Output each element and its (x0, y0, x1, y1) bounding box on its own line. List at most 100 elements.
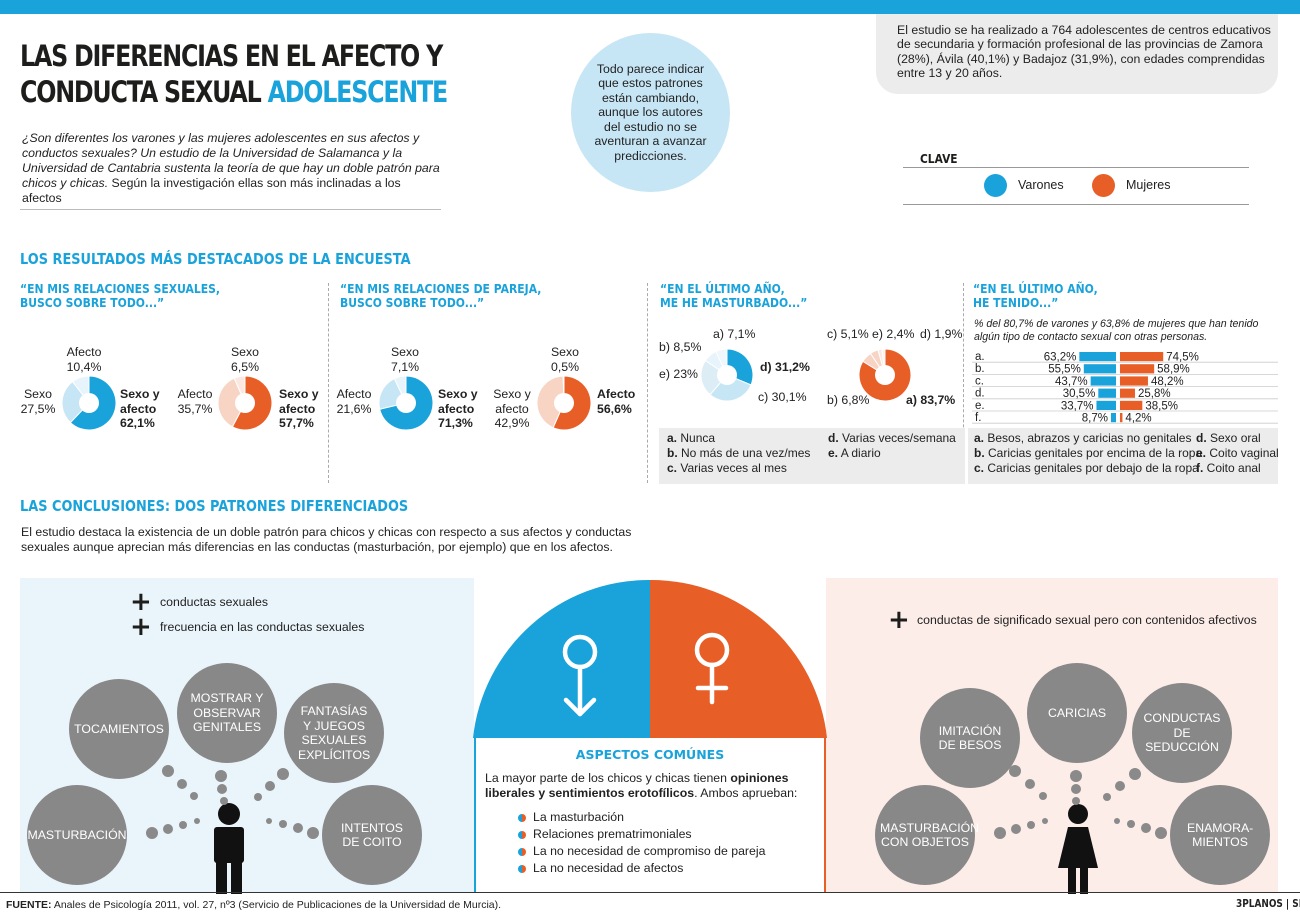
key-female-dot (1092, 174, 1115, 197)
female-circle-enamoramientos: ENAMORA- MIENTOS (1170, 785, 1270, 885)
bullet-dot-icon (518, 847, 526, 856)
male-plus2-text: frecuencia en las conductas sexuales (160, 620, 365, 634)
pie-charts (61, 348, 912, 430)
plus-icon: + (130, 587, 152, 617)
connector-dot (277, 768, 289, 780)
divider-3 (963, 283, 964, 483)
connector-dot (1009, 765, 1021, 777)
connector-dot (1155, 827, 1167, 839)
p3-sexo-label: Sexo 7,1% (390, 345, 420, 374)
contact-legend-box (968, 428, 1278, 484)
pie-hole (79, 393, 99, 413)
key-divider-bottom (903, 204, 1249, 205)
female-circle-objetos: MASTURBACIÓN CON OBJETOS (875, 785, 979, 885)
connector-dot (293, 823, 303, 833)
common-aspects-box (474, 738, 826, 892)
connector-dot (1114, 818, 1120, 824)
pie-slice (536, 375, 565, 429)
connector-dot (1129, 768, 1141, 780)
connector-dot (1115, 781, 1125, 791)
p4-afecto-label: Afecto 56,6% (597, 387, 636, 416)
common-item: La no necesidad de afectos (518, 861, 683, 875)
contact-legend-b: b. Caricias genitales por encima de la r… (974, 446, 1203, 460)
key-divider-top (903, 167, 1249, 168)
connector-dot (994, 827, 1006, 839)
footer-brand: 3PLANOS | SINC (1236, 898, 1300, 910)
bullet-dot-icon (518, 830, 526, 839)
bar-female-value: 74,5% (1166, 352, 1199, 364)
connector-dot (162, 765, 174, 777)
conclusions-graphics (146, 579, 1167, 894)
q4-note: % del 80,7% de varones y 63,8% de mujere… (974, 318, 1259, 343)
bar-male (1090, 376, 1116, 386)
common-item: La masturbación (518, 810, 624, 824)
connector-dot (307, 827, 319, 839)
connector-dot (1027, 821, 1035, 829)
pie-slice (61, 380, 90, 424)
study-text: El estudio se ha realizado a 764 adolesc… (897, 23, 1271, 81)
bar-male-value: 43,7% (1055, 376, 1088, 388)
p6-e-label: e) 2,4% (872, 327, 915, 341)
p2-sya-label: Sexo y afecto 57,7% (279, 387, 319, 430)
pie-hole (396, 393, 416, 413)
footer-source: FUENTE: Anales de Psicología 2011, vol. … (6, 899, 502, 911)
contact-legend-f: f. Coito anal (1196, 461, 1261, 475)
connector-dot (279, 820, 287, 828)
bar-male-value: 30,5% (1063, 388, 1096, 400)
bar-female (1120, 364, 1155, 374)
connector-dot (177, 779, 187, 789)
connector-dot (1039, 792, 1047, 800)
connector-dot (265, 781, 275, 791)
p5-e-label: e) 23% (659, 367, 698, 381)
female-circle-seduccion: CONDUCTAS DE SEDUCCIÓN (1132, 683, 1232, 783)
bullet-dot-icon (518, 813, 526, 822)
connector-dot (1042, 818, 1048, 824)
male-person-icon (214, 803, 244, 894)
contact-legend-d: d. Sexo oral (1196, 431, 1261, 445)
bar-male (1096, 400, 1116, 410)
intro-text: ¿Son diferentes los varones y las mujere… (22, 131, 440, 205)
male-symbol-icon (562, 634, 598, 717)
masturb-legend-a: a. Nunca (667, 431, 716, 445)
plus-icon: + (888, 605, 910, 635)
contact-legend-a: a. Besos, abrazos y caricias no genitale… (974, 431, 1192, 445)
male-circle-intentos: INTENTOS DE COITO (322, 785, 422, 885)
p1-sexo-label: Sexo 27,5% (20, 387, 56, 416)
key-male-dot (984, 174, 1007, 197)
q2-header: “EN MIS RELACIONES DE PAREJA, BUSCO SOBRE… (340, 282, 542, 310)
contact-legend-e: e. Coito vaginal (1196, 446, 1279, 460)
connector-dot (254, 793, 262, 801)
p2-afecto-label: Afecto 35,7% (177, 387, 213, 416)
masturb-legend-b: b. No más de una vez/mes (667, 446, 811, 460)
study-box (876, 14, 1278, 94)
connector-dot (266, 818, 272, 824)
connector-dot (1127, 820, 1135, 828)
bar-category-label: c. (975, 375, 984, 387)
connector-dot (1070, 770, 1082, 782)
p6-a-label: a) 83,7% (906, 393, 956, 407)
common-aspects-title: ASPECTOS COMÚNES (575, 747, 725, 762)
connector-dot (1072, 797, 1080, 805)
bar-category-label: d. (975, 388, 985, 400)
bar-male-value: 33,7% (1061, 400, 1094, 412)
p6-d-label: d) 1,9% (920, 327, 963, 341)
connector-dot (194, 818, 200, 824)
top-bar (0, 0, 1300, 14)
bullet-dot-icon (518, 864, 526, 873)
key-female-label: Mujeres (1126, 178, 1171, 192)
p3-afecto-label: Afecto 21,6% (336, 387, 372, 416)
pie-hole (235, 393, 255, 413)
bar-category-label: e. (975, 400, 985, 412)
bar-male (1098, 388, 1116, 398)
connector-dot (1071, 784, 1081, 794)
male-half-circle (473, 579, 650, 738)
bar-category-label: f. (975, 412, 981, 424)
p4-sexo-label: Sexo 0,5% (550, 345, 580, 374)
bar-female (1120, 352, 1164, 362)
intro-divider (20, 209, 441, 210)
female-circle-caricias: CARICIAS (1027, 663, 1127, 763)
connector-dot (163, 824, 173, 834)
results-title: LOS RESULTADOS MÁS DESTACADOS DE LA ENCU… (20, 250, 411, 268)
bar-female (1120, 376, 1148, 386)
q1-header: “EN MIS RELACIONES SEXUALES, BUSCO SOBRE … (20, 282, 221, 310)
